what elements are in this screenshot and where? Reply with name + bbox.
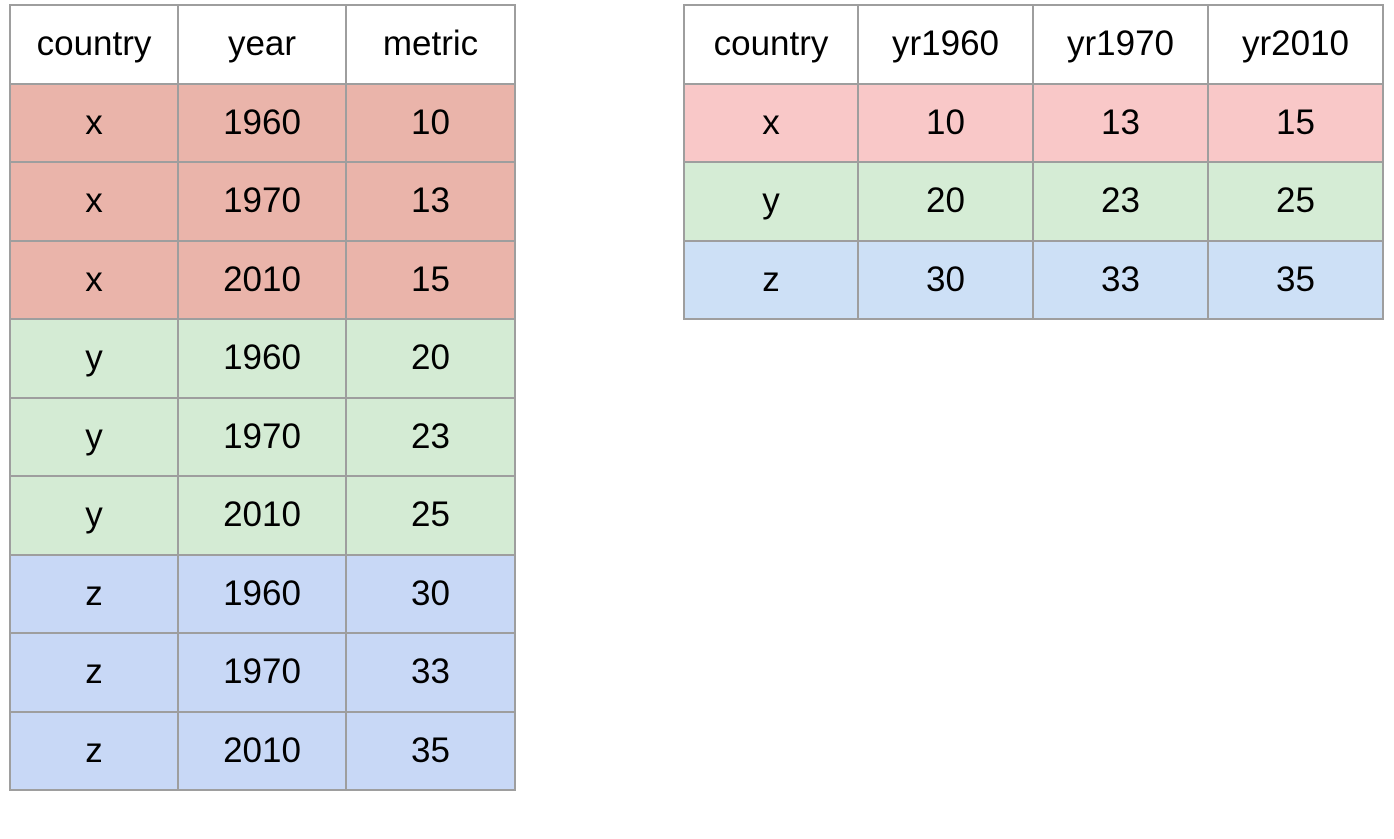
header-country: country [9, 4, 179, 85]
country-cell: z [683, 239, 859, 320]
yr1970-cell: 33 [1032, 239, 1209, 320]
table-row: x 10 13 15 [683, 82, 1384, 163]
header-yr2010: yr2010 [1207, 4, 1384, 85]
year-cell: 2010 [177, 239, 347, 320]
year-cell: 1970 [177, 161, 347, 242]
year-cell: 1970 [177, 632, 347, 713]
header-year: year [177, 4, 347, 85]
country-cell: z [9, 632, 179, 713]
country-cell: x [683, 82, 859, 163]
country-cell: y [9, 396, 179, 477]
country-cell: y [9, 475, 179, 556]
metric-cell: 35 [345, 710, 516, 791]
country-cell: z [9, 553, 179, 634]
year-cell: 1960 [177, 82, 347, 163]
metric-cell: 10 [345, 82, 516, 163]
table-row: z 30 33 35 [683, 239, 1384, 320]
year-cell: 1960 [177, 553, 347, 634]
metric-cell: 20 [345, 318, 516, 399]
table-row: z 1970 33 [9, 632, 516, 713]
table-row: y 1960 20 [9, 318, 516, 399]
country-cell: z [9, 710, 179, 791]
year-cell: 2010 [177, 475, 347, 556]
metric-cell: 25 [345, 475, 516, 556]
yr2010-cell: 35 [1207, 239, 1384, 320]
country-cell: y [9, 318, 179, 399]
table-row: x 1970 13 [9, 161, 516, 242]
table-row: z 1960 30 [9, 553, 516, 634]
yr1960-cell: 20 [857, 161, 1034, 242]
table-row: y 2010 25 [9, 475, 516, 556]
metric-cell: 30 [345, 553, 516, 634]
yr1970-cell: 13 [1032, 82, 1209, 163]
yr1960-cell: 10 [857, 82, 1034, 163]
table-row: y 1970 23 [9, 396, 516, 477]
wide-format-table: country yr1960 yr1970 yr2010 x 10 13 15 … [683, 4, 1384, 320]
header-yr1970: yr1970 [1032, 4, 1209, 85]
metric-cell: 33 [345, 632, 516, 713]
year-cell: 1970 [177, 396, 347, 477]
table-row: x 1960 10 [9, 82, 516, 163]
yr1970-cell: 23 [1032, 161, 1209, 242]
yr1960-cell: 30 [857, 239, 1034, 320]
header-metric: metric [345, 4, 516, 85]
year-cell: 2010 [177, 710, 347, 791]
long-format-table: country year metric x 1960 10 x 1970 13 … [9, 4, 516, 791]
country-cell: x [9, 82, 179, 163]
table-row: z 2010 35 [9, 710, 516, 791]
header-row: country yr1960 yr1970 yr2010 [683, 4, 1384, 85]
year-cell: 1960 [177, 318, 347, 399]
header-row: country year metric [9, 4, 516, 85]
yr2010-cell: 25 [1207, 161, 1384, 242]
header-country: country [683, 4, 859, 85]
yr2010-cell: 15 [1207, 82, 1384, 163]
country-cell: x [9, 239, 179, 320]
metric-cell: 15 [345, 239, 516, 320]
table-row: x 2010 15 [9, 239, 516, 320]
metric-cell: 23 [345, 396, 516, 477]
table-row: y 20 23 25 [683, 161, 1384, 242]
country-cell: x [9, 161, 179, 242]
country-cell: y [683, 161, 859, 242]
metric-cell: 13 [345, 161, 516, 242]
header-yr1960: yr1960 [857, 4, 1034, 85]
